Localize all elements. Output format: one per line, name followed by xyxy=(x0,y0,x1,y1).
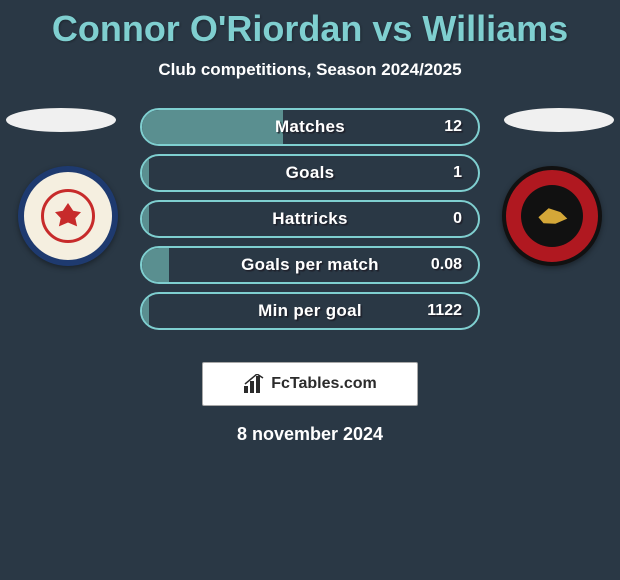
stat-bar-value: 1122 xyxy=(427,302,462,320)
stat-bar: Hattricks0 xyxy=(140,200,480,238)
logo-text: FcTables.com xyxy=(271,375,377,393)
badge-right-inner xyxy=(521,185,583,247)
stat-bar-label: Goals xyxy=(142,163,478,183)
page-subtitle: Club competitions, Season 2024/2025 xyxy=(0,60,620,80)
stat-bar-label: Matches xyxy=(142,117,478,137)
stat-bar-value: 12 xyxy=(444,118,462,136)
chart-icon xyxy=(243,374,265,394)
stat-bar: Goals per match0.08 xyxy=(140,246,480,284)
flag-right xyxy=(504,108,614,132)
stat-bar: Min per goal1122 xyxy=(140,292,480,330)
page-title: Connor O'Riordan vs Williams xyxy=(0,0,620,50)
stat-bars: Matches12 Goals1 Hattricks0 Goals per match… xyxy=(140,108,480,330)
stat-bar: Matches12 xyxy=(140,108,480,146)
stat-bar-value: 1 xyxy=(453,164,462,182)
fctables-logo: FcTables.com xyxy=(202,362,418,406)
stat-bar-value: 0.08 xyxy=(431,256,462,274)
stat-bar-value: 0 xyxy=(453,210,462,228)
comparison-panel: Matches12 Goals1 Hattricks0 Goals per match… xyxy=(0,108,620,348)
stat-bar: Goals1 xyxy=(140,154,480,192)
stat-bar-label: Hattricks xyxy=(142,209,478,229)
crewe-alexandra-badge xyxy=(18,166,118,266)
flag-left xyxy=(6,108,116,132)
snapshot-date: 8 november 2024 xyxy=(0,424,620,445)
walsall-badge xyxy=(502,166,602,266)
stat-bar-label: Goals per match xyxy=(142,255,478,275)
badge-left-inner xyxy=(41,189,95,243)
